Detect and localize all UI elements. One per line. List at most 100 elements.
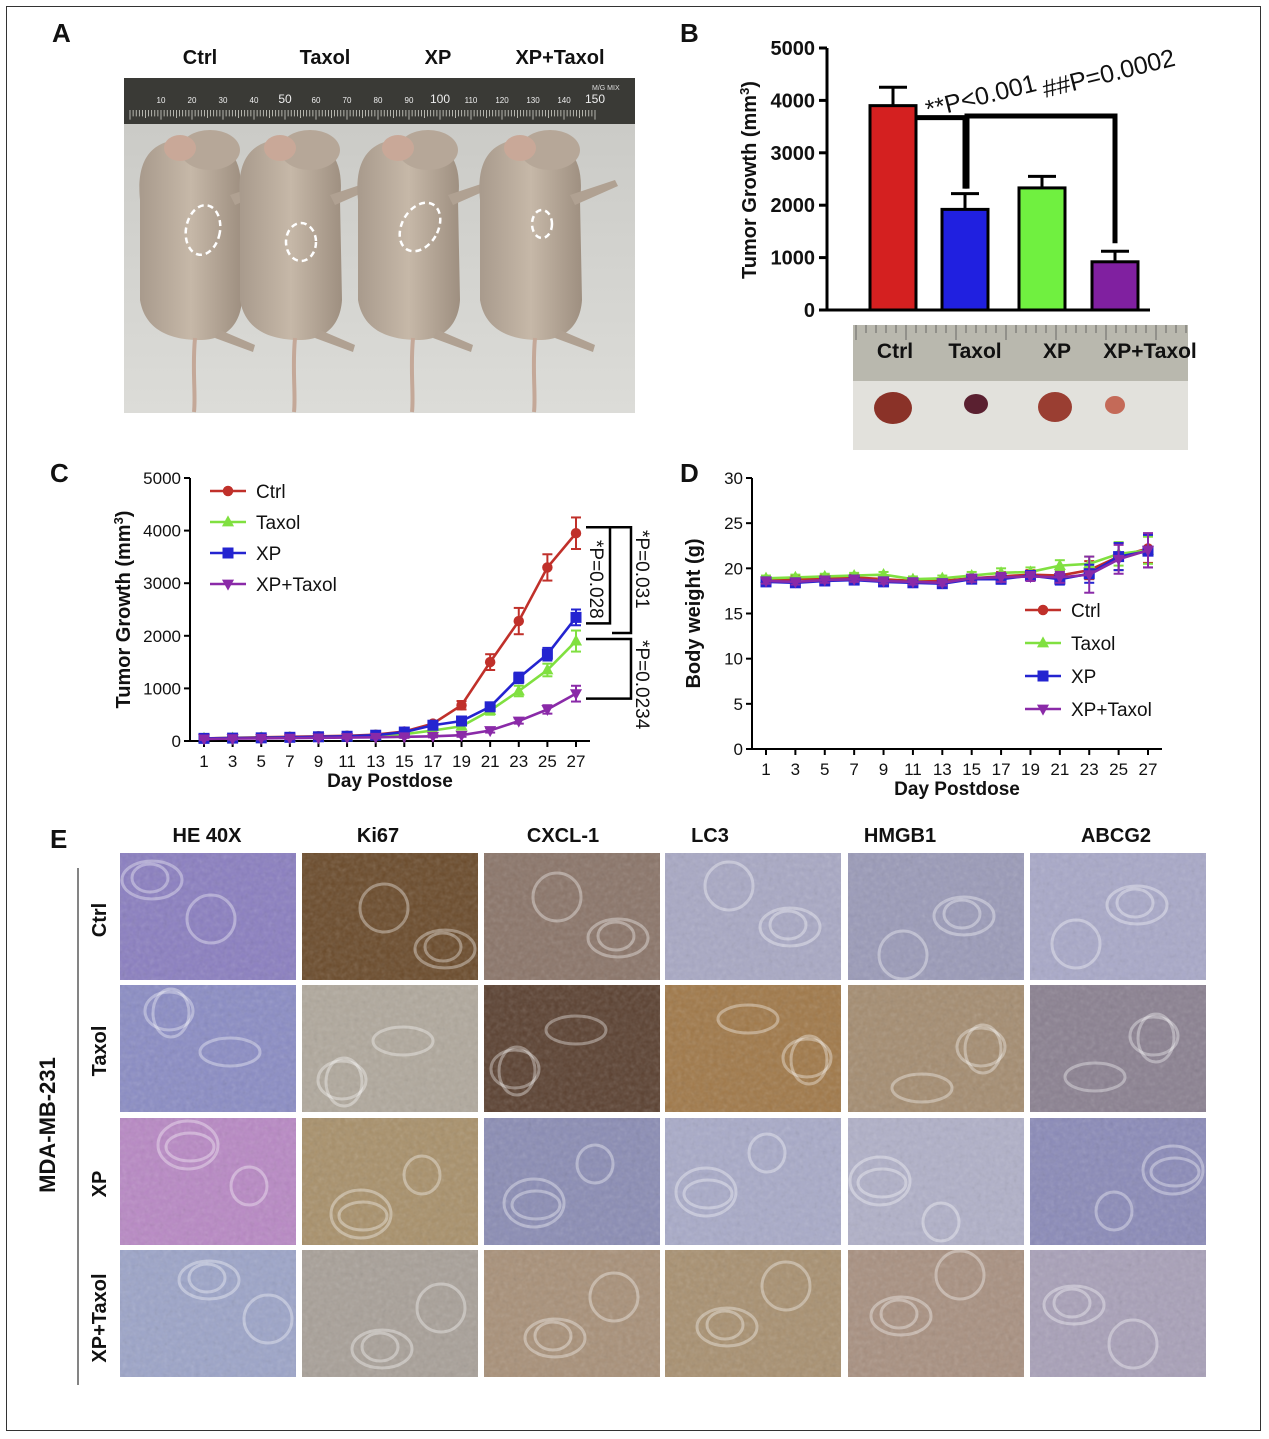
ruler-label: 130: [526, 96, 540, 105]
histology-image: [665, 985, 841, 1112]
specimen-ruler: [853, 325, 1188, 381]
histology-texture: [848, 985, 1024, 1112]
panel-e: E MDA-MB-231 HE 40X Ki67 CXCL-1 LC3 HMGB1 ABC…: [35, 824, 1206, 1385]
data-point: [369, 732, 382, 744]
sig-bracket: [586, 637, 633, 700]
data-point: [484, 726, 497, 738]
data-point: [995, 572, 1008, 584]
data-point: [818, 575, 831, 587]
histology-image: [302, 985, 478, 1112]
y-tick-label: 2000: [771, 195, 816, 217]
tissue-structure: [674, 1166, 738, 1218]
mouse-leg: [215, 330, 255, 352]
mouse: [479, 130, 618, 413]
tissue-structure: [575, 1143, 615, 1185]
panel-e-letter: E: [50, 824, 67, 854]
tissue-structure: [151, 987, 191, 1039]
data-point: [1036, 636, 1050, 648]
ruler-label: 110: [465, 96, 478, 105]
annotation: *P=0.028: [585, 540, 606, 619]
histology-image: [848, 1249, 1024, 1377]
y-tick-label: 15: [724, 605, 743, 624]
y-tick-label: 0: [804, 300, 815, 322]
data-point: [283, 733, 296, 745]
tissue-structure: [695, 1306, 759, 1348]
mouse-body: [357, 139, 460, 340]
sig-bracket: [916, 115, 968, 189]
data-point: [484, 701, 496, 713]
x-tick-label: 1: [199, 752, 208, 771]
data-point: [1112, 554, 1125, 566]
tissue-structure: [716, 1003, 780, 1035]
row-label: XP+Taxol: [89, 1273, 111, 1362]
tissue-structure: [337, 1200, 389, 1232]
tissue-structure: [869, 1295, 933, 1337]
y-tick-label: 1000: [771, 248, 816, 270]
histology-image: [120, 1118, 296, 1245]
legend-label: Ctrl: [256, 482, 286, 503]
data-point: [221, 579, 235, 591]
y-tick-label: 5: [734, 695, 743, 714]
legend-label: XP+Taxol: [1071, 700, 1152, 721]
series-line: [765, 549, 1149, 585]
stain-label: LC3: [691, 825, 729, 847]
tissue-structure: [324, 1056, 364, 1108]
specimen-label: Taxol: [948, 340, 1001, 363]
mouse-ear: [164, 135, 196, 161]
tissue-structure: [1107, 1318, 1159, 1370]
mouse-paw: [570, 180, 618, 205]
mouse-leg: [315, 330, 355, 352]
legend-label: XP: [256, 544, 281, 565]
ruler-label: 10: [157, 96, 166, 105]
tissue-structure: [510, 1189, 562, 1221]
histology-texture: [120, 853, 296, 980]
tissue-structure: [1094, 1190, 1134, 1232]
ruler-label: 140: [557, 96, 571, 105]
y-axis-label: Tumor Growth (mm3): [111, 511, 136, 709]
histology-image: [120, 1250, 296, 1377]
histology-image: [484, 1250, 660, 1377]
histology-texture: [1030, 1118, 1206, 1245]
tissue-structure: [1105, 884, 1169, 926]
tissue-structure: [371, 1025, 435, 1057]
x-tick-label: 27: [567, 752, 586, 771]
tumor-specimen: [874, 392, 912, 424]
data-point: [936, 578, 949, 590]
panel-a-letter: A: [52, 18, 71, 48]
bar: [1017, 186, 1067, 312]
tissue-structure: [489, 1048, 541, 1090]
bar: [1090, 260, 1140, 312]
tissue-structure: [682, 1178, 734, 1210]
histology-image: [120, 985, 296, 1112]
x-tick-label: 15: [395, 752, 414, 771]
annotation: ##P=0.0002: [1040, 44, 1178, 104]
tissue-structure: [187, 1262, 227, 1294]
tissue-structure: [942, 898, 982, 930]
data-point: [456, 715, 468, 727]
mouse-body: [479, 139, 582, 340]
panel-b-letter: B: [680, 18, 699, 48]
histology-texture: [484, 1118, 660, 1245]
sig-bracket: [610, 525, 633, 635]
histology-texture: [302, 1250, 478, 1377]
data-point: [1037, 670, 1049, 682]
y-tick-label: 20: [724, 559, 743, 578]
data-point: [512, 684, 525, 696]
y-tick-label: 5000: [143, 469, 181, 488]
ruler-label: 20: [188, 96, 197, 105]
row-label: Ctrl: [89, 903, 111, 937]
tissue-structure: [544, 1014, 608, 1046]
data-point: [341, 733, 354, 745]
data-point: [1053, 572, 1066, 584]
tissue-structure: [934, 1249, 986, 1301]
tissue-structure: [932, 895, 996, 937]
histology-texture: [302, 1118, 478, 1245]
series-line: [203, 692, 577, 741]
tissue-structure: [130, 862, 170, 894]
histology-texture: [665, 985, 841, 1112]
tissue-structure: [879, 1298, 919, 1330]
mouse-tail: [531, 337, 537, 413]
x-tick-label: 21: [481, 752, 500, 771]
tumor-circle: [284, 221, 318, 263]
